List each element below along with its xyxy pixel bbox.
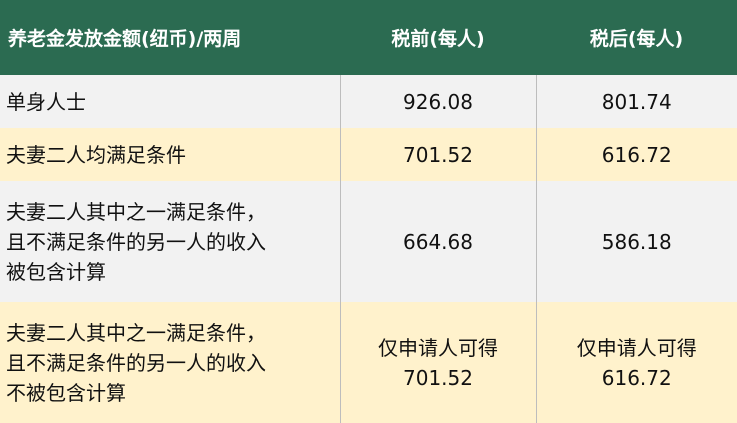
posttax-value: 586.18	[535, 181, 737, 302]
header-amount: 养老金发放金额(纽币)/两周	[0, 0, 340, 75]
pretax-value: 926.08	[339, 75, 536, 128]
label-line: 不被包含计算	[6, 380, 126, 405]
row-label: 单身人士	[0, 75, 340, 128]
amount: 616.72	[601, 365, 672, 390]
pretax-value: 仅申请人可得 701.52	[339, 302, 536, 423]
header-row: 养老金发放金额(纽币)/两周 税前(每人) 税后(每人)	[0, 0, 737, 75]
posttax-value: 801.74	[535, 75, 737, 128]
posttax-value: 仅申请人可得 616.72	[535, 302, 737, 423]
amount: 701.52	[403, 365, 473, 390]
label-line: 被包含计算	[6, 259, 106, 284]
table-row: 夫妻二人其中之一满足条件， 且不满足条件的另一人的收入 被包含计算 664.68 5…	[0, 181, 737, 302]
label-line: 夫妻二人其中之一满足条件，	[6, 199, 266, 224]
table-row: 夫妻二人其中之一满足条件， 且不满足条件的另一人的收入 不被包含计算 仅申请人可得 7…	[0, 302, 737, 423]
label-line: 且不满足条件的另一人的收入	[6, 350, 266, 375]
row-label: 夫妻二人其中之一满足条件， 且不满足条件的另一人的收入 不被包含计算	[0, 302, 340, 423]
row-label: 夫妻二人均满足条件	[0, 128, 340, 181]
table-row: 单身人士 926.08 801.74	[0, 75, 737, 128]
pretax-value: 701.52	[339, 128, 536, 181]
row-label: 夫妻二人其中之一满足条件， 且不满足条件的另一人的收入 被包含计算	[0, 181, 340, 302]
pretax-value: 664.68	[339, 181, 536, 302]
applicant-only-note: 仅申请人可得	[576, 335, 697, 360]
table-row: 夫妻二人均满足条件 701.52 616.72	[0, 128, 737, 181]
label-line: 夫妻二人其中之一满足条件，	[6, 320, 266, 345]
header-pretax: 税前(每人)	[340, 0, 536, 75]
applicant-only-note: 仅申请人可得	[378, 335, 498, 360]
header-posttax: 税后(每人)	[536, 0, 737, 75]
posttax-value: 616.72	[535, 128, 737, 181]
label-line: 且不满足条件的另一人的收入	[6, 229, 266, 254]
